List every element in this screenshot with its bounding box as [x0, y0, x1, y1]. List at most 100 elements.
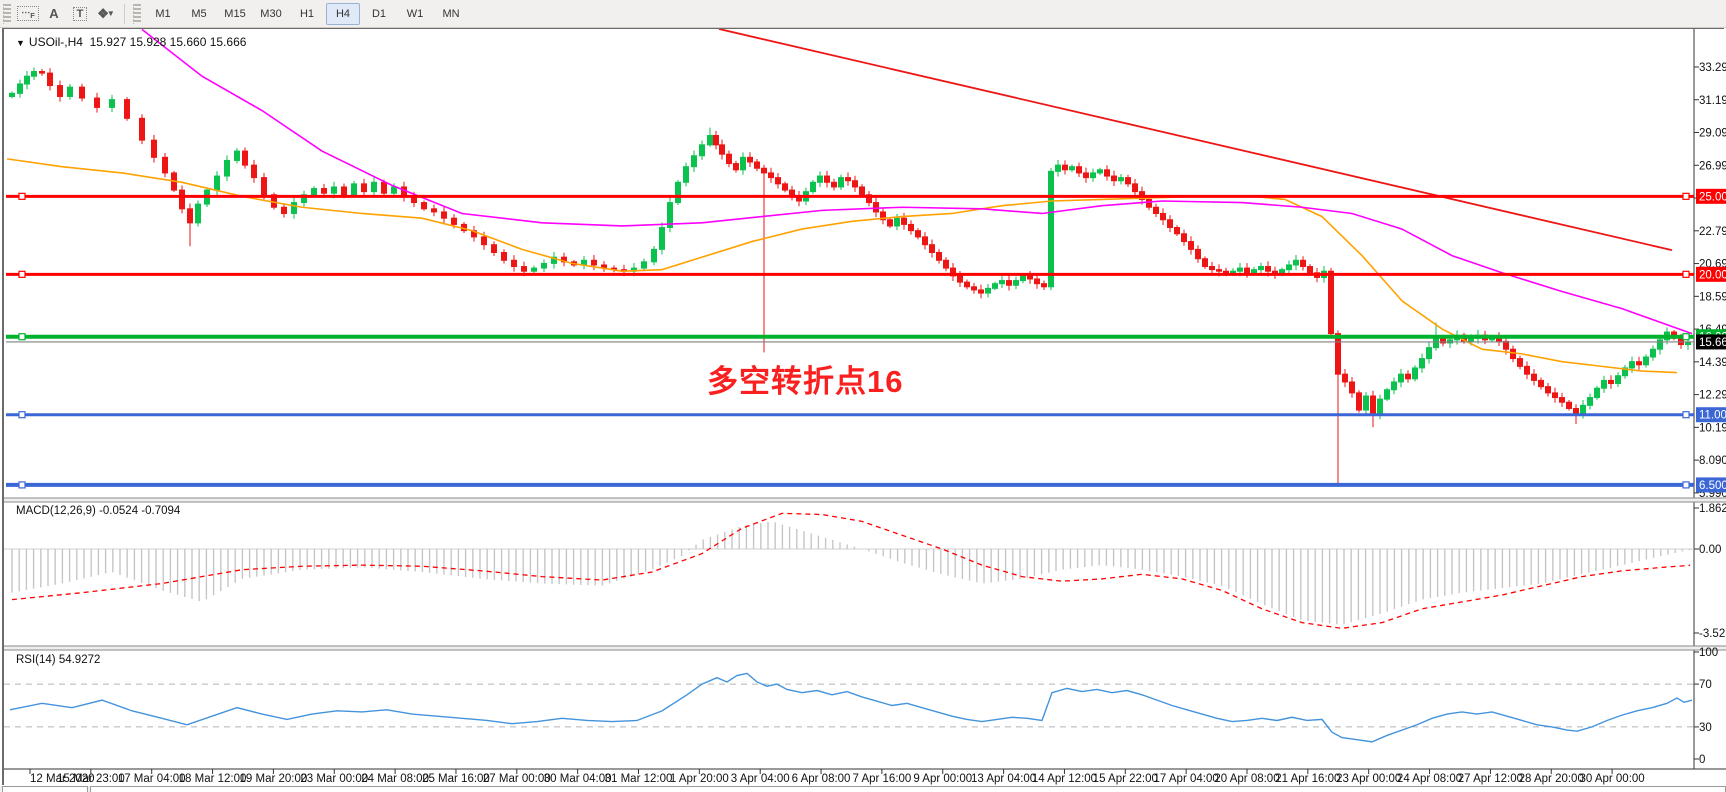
candle-body	[1517, 358, 1523, 367]
time-tick-label: 31 Mar 12:00	[605, 773, 673, 785]
timeframe-toolbar-drag-handle[interactable]	[133, 3, 141, 24]
candle-body	[1356, 392, 1362, 411]
candle-body	[224, 159, 230, 177]
candle-body	[1629, 361, 1635, 369]
candle-body	[501, 251, 507, 261]
candle-body	[481, 236, 487, 246]
draw-objects-icon[interactable]: ❖ ▼	[97, 5, 115, 21]
candle-body	[17, 83, 23, 94]
candle-body	[261, 177, 267, 196]
candle-body	[726, 153, 732, 165]
candle-body	[1398, 373, 1404, 383]
hline-6-5-handle[interactable]	[1682, 481, 1690, 489]
candle-body	[1657, 339, 1663, 350]
hline-6-5-price-badge-text: 6.500	[1699, 480, 1726, 492]
hline-25-price-badge: 25.000	[1696, 188, 1726, 204]
descending-trendline[interactable]	[718, 29, 1673, 252]
candle-body	[859, 186, 865, 196]
candle-body	[1244, 267, 1250, 274]
timeframe-button-h4[interactable]: H4	[326, 2, 360, 25]
candle-body	[1090, 172, 1096, 179]
candle-body	[371, 181, 377, 193]
hline-16-handle[interactable]	[18, 333, 26, 341]
candle-body	[747, 156, 753, 163]
candle-body	[242, 150, 248, 166]
time-tick-label: 9 Apr 00:00	[913, 773, 972, 785]
price-tick-label: 8.090	[1699, 455, 1726, 467]
text-tool-icon[interactable]: T	[69, 4, 91, 24]
text-label-icon[interactable]: A	[49, 6, 59, 21]
chart-tab-strip	[0, 786, 1726, 792]
time-tick-label: 25 Mar 16:00	[422, 773, 490, 785]
timeframe-button-m1[interactable]: M1	[155, 7, 171, 20]
hline-11-handle[interactable]	[1682, 411, 1690, 419]
time-tick-label: 20 Apr 08:00	[1214, 773, 1279, 785]
candle-body	[1209, 266, 1215, 271]
time-tick-label: 30 Apr 00:00	[1579, 773, 1644, 785]
chart-tab[interactable]	[2, 786, 88, 792]
hline-25-handle[interactable]	[1682, 192, 1690, 200]
candle-body	[1559, 397, 1565, 403]
candle-body	[873, 202, 879, 213]
candle-body	[321, 188, 327, 194]
candle-body	[187, 208, 193, 224]
chevron-down-icon[interactable]: ▼	[106, 9, 115, 18]
candle-body	[1615, 375, 1621, 385]
timeframe-button-mn[interactable]: MN	[442, 7, 460, 20]
timeframe-button-m30[interactable]: M30	[260, 7, 282, 20]
price-tick-label: 31.190	[1699, 95, 1726, 107]
candle-body	[740, 156, 746, 171]
time-tick-label: 15 Mar 23:00	[57, 773, 125, 785]
candle-body	[992, 283, 998, 289]
hline-20-handle[interactable]	[1682, 270, 1690, 278]
candle-body	[421, 202, 427, 210]
candle-body	[1230, 270, 1236, 274]
ma-slow-line	[141, 29, 1693, 335]
timeframe-button-w1[interactable]: W1	[406, 7, 424, 20]
timeframe-button-h1[interactable]: H1	[299, 7, 315, 20]
hline-25-handle[interactable]	[18, 192, 26, 200]
chart-text-annotation[interactable]: 多空转折点16	[707, 364, 904, 399]
candle-body	[1468, 337, 1474, 342]
candle-body	[391, 186, 397, 194]
candle-body	[291, 202, 297, 214]
hline-6-5-handle[interactable]	[18, 481, 26, 489]
hline-20-handle[interactable]	[18, 270, 26, 278]
candle-body	[331, 186, 337, 194]
candle-body	[817, 175, 823, 183]
current-price-badge-text: 15.666	[1699, 337, 1726, 349]
macd-label: MACD(12,26,9) -0.0524 -0.7094	[16, 505, 181, 517]
macd-panel: MACD(12,26,9) -0.0524 -0.7094 1.8624 0.00 -…	[4, 503, 1726, 640]
time-tick-label: 19 Mar 20:00	[240, 773, 308, 785]
current-price-badge: 15.666	[1696, 334, 1726, 350]
candle-body	[1048, 170, 1054, 288]
hline-11-handle[interactable]	[18, 411, 26, 419]
candle-body	[1293, 259, 1299, 266]
candle-body	[251, 164, 257, 179]
price-tick-label: 33.290	[1699, 62, 1726, 74]
timeframe-button-m15[interactable]: M15	[224, 7, 246, 20]
candle-body	[1328, 270, 1334, 335]
timeframe-button-m5[interactable]: M5	[191, 7, 207, 20]
macd-signal-line	[11, 512, 1691, 630]
candle-body	[1153, 206, 1159, 214]
time-tick-label: 23 Mar 00:00	[300, 773, 368, 785]
candle-body	[943, 259, 949, 269]
symbol-dropdown-icon[interactable]: ▼	[16, 38, 25, 48]
chart-shift-icon[interactable]: ⋯F	[17, 4, 39, 24]
candle-body	[713, 134, 719, 146]
candle-body	[733, 163, 739, 171]
hline-16-handle[interactable]	[1682, 333, 1690, 341]
toolbar-drag-handle[interactable]	[3, 3, 11, 24]
price-tick-label: 26.990	[1699, 160, 1726, 172]
candle-body	[311, 188, 317, 196]
candle-body	[894, 217, 900, 227]
candle-body	[1580, 404, 1586, 414]
candle-body	[1055, 164, 1061, 172]
chart-tab-area[interactable]	[90, 786, 1726, 792]
macd-scale-label: -3.5273	[1699, 628, 1726, 640]
timeframe-button-d1[interactable]: D1	[371, 7, 387, 20]
macd-scale-label: 0.00	[1699, 544, 1721, 556]
candle-body	[1167, 219, 1173, 229]
candle-body	[1020, 275, 1026, 282]
